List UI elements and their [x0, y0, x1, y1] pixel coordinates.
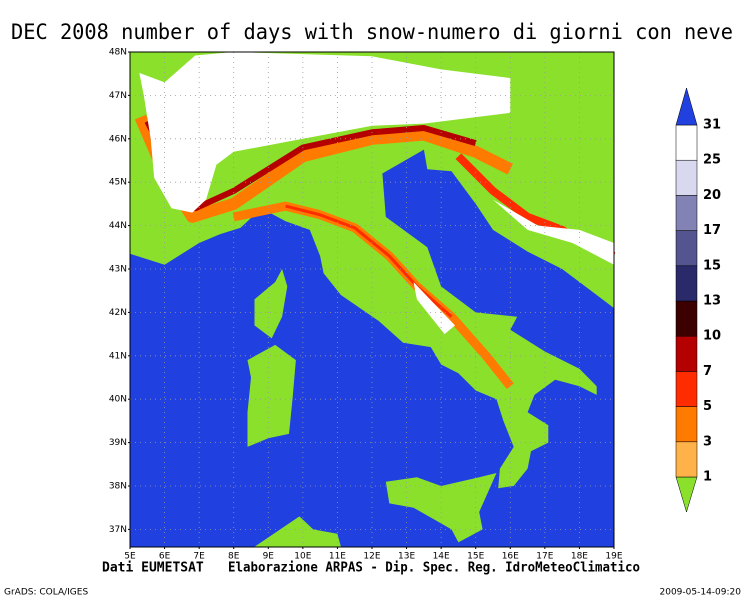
colorbar-label: 7 [703, 364, 712, 379]
snow-alps [136, 52, 511, 213]
colorbar-label: 31 [703, 118, 721, 133]
lon-label: 7E [193, 552, 205, 562]
map-title: DEC 2008 number of days with snow-numero… [11, 20, 733, 44]
credit: GrADS: COLA/IGES [4, 588, 88, 598]
lat-label: 48N [109, 48, 127, 58]
lon-label: 9E [263, 552, 275, 562]
sea [130, 149, 614, 547]
colorbar-label: 10 [703, 329, 721, 344]
lat-label: 44N [109, 221, 127, 231]
lat-label: 38N [109, 482, 127, 492]
snow-apennines [285, 204, 453, 318]
colorbar-label: 20 [703, 188, 721, 203]
lon-label: 19E [605, 552, 622, 562]
snow-balkans [493, 199, 614, 265]
lat-label: 37N [109, 525, 127, 535]
colorbar-label: 15 [703, 258, 721, 273]
lon-label: 8E [228, 552, 240, 562]
island [254, 269, 288, 339]
colorbar-box [675, 265, 698, 302]
colorbar-box [675, 300, 698, 337]
lat-label: 41N [109, 351, 127, 361]
lon-label: 15E [467, 552, 484, 562]
colorbar-box [675, 195, 698, 231]
lat-label: 42N [109, 308, 127, 318]
lat-label: 46N [109, 134, 127, 144]
colorbar-label: 1 [703, 470, 712, 485]
colorbar-label: 3 [703, 434, 712, 449]
colorbar-above [675, 87, 698, 126]
lat-label: 40N [109, 395, 127, 405]
lon-label: 18E [571, 552, 588, 562]
colorbar-box [675, 159, 698, 196]
lon-label: 16E [502, 552, 519, 562]
snow-apennines [413, 282, 455, 335]
lon-label: 6E [159, 552, 171, 562]
footer-processing: Elaborazione ARPAS - Dip. Spec. Reg. Idr… [228, 561, 640, 576]
lat-label: 45N [109, 178, 127, 188]
island [254, 516, 341, 547]
footer-source: Dati EUMETSAT [102, 561, 204, 576]
colorbar-label: 5 [703, 399, 712, 414]
lon-label: 11E [329, 552, 346, 562]
map [129, 51, 616, 548]
colorbar-box [675, 335, 698, 372]
lon-label: 5E [124, 552, 136, 562]
lat-label: 43N [109, 265, 127, 275]
lon-label: 13E [398, 552, 415, 562]
colorbar-label: 13 [703, 294, 721, 309]
lon-label: 12E [363, 552, 380, 562]
colorbar-box [675, 230, 698, 267]
colorbar-box [675, 124, 698, 161]
colorbar-label: 17 [703, 223, 721, 238]
colorbar-below [675, 476, 698, 513]
lat-label: 47N [109, 91, 127, 101]
colorbar-box [675, 406, 698, 443]
colorbar-box [675, 441, 698, 478]
lat-label: 39N [109, 438, 127, 448]
colorbar-box [675, 371, 698, 407]
lon-label: 17E [536, 552, 553, 562]
lon-label: 14E [433, 552, 450, 562]
colorbar-label: 25 [703, 153, 721, 168]
lon-label: 10E [294, 552, 311, 562]
timestamp: 2009-05-14-09:20 [660, 588, 742, 598]
island [247, 344, 296, 447]
